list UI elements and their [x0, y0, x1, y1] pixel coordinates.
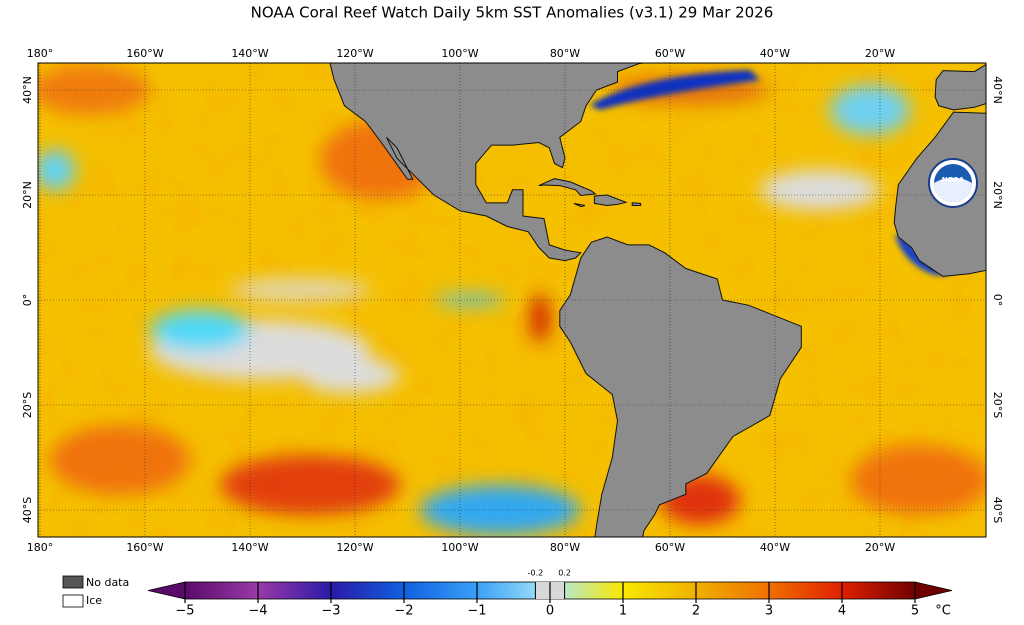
lat-label-left: 20°S	[21, 392, 34, 418]
colorbar-minor-label: -0.2	[528, 569, 544, 578]
ice-label: Ice	[86, 594, 102, 607]
colorbar-high-arrow	[914, 581, 953, 600]
lat-label-right: 20°S	[991, 392, 1004, 418]
landmass	[573, 202, 586, 208]
lon-label-bottom: 100°W	[441, 541, 478, 554]
colorbar-tick-label: −3	[321, 604, 340, 619]
title: NOAA Coral Reef Watch Daily 5km SST Anom…	[251, 4, 774, 22]
landmass	[593, 194, 628, 207]
lon-label-bottom: 140°W	[231, 541, 268, 554]
lon-label-top: 60°W	[655, 47, 685, 60]
colorbar-minor-label: 0.2	[558, 569, 571, 578]
lat-label-right: 20°N	[991, 181, 1004, 209]
legend: No data Ice	[62, 575, 129, 608]
colorbar-low-arrow	[147, 581, 186, 600]
colorbar-tick-label: −5	[175, 604, 194, 619]
landmass	[934, 63, 986, 111]
colorbar-tick-label: 5	[911, 604, 919, 619]
colorbar-unit: °C	[935, 604, 951, 619]
lat-label-left: 40°S	[21, 497, 34, 523]
colorbar-tick-label: 2	[692, 604, 700, 619]
colorbar-tick-label: −1	[467, 604, 486, 619]
lat-label-right: 0°	[991, 294, 1004, 307]
ice-swatch	[62, 594, 84, 608]
lon-label-top: 40°W	[760, 47, 790, 60]
lon-label-top: 160°W	[126, 47, 163, 60]
lon-label-bottom: 180°	[27, 541, 54, 554]
colorbar-tick-label: 3	[765, 604, 773, 619]
map-frame	[37, 62, 987, 538]
landmass	[538, 178, 597, 197]
graticule	[38, 63, 986, 537]
lat-label-left: 20°N	[21, 181, 34, 209]
colorbar-tick-label: −2	[394, 604, 413, 619]
colorbar-tick-label: 4	[838, 604, 846, 619]
no-data-swatch	[62, 575, 84, 589]
logo: NOAA	[928, 158, 978, 208]
lon-label-top: 120°W	[336, 47, 373, 60]
no-data-label: No data	[86, 576, 129, 589]
colorbar-tick-label: 0	[546, 604, 554, 619]
lon-label-bottom: 40°W	[760, 541, 790, 554]
lon-label-top: 140°W	[231, 47, 268, 60]
colorbar-tick-label: 1	[619, 604, 627, 619]
lat-label-left: 40°N	[21, 76, 34, 104]
lon-label-bottom: 20°W	[865, 541, 895, 554]
lon-label-bottom: 160°W	[126, 541, 163, 554]
lon-label-top: 180°	[27, 47, 54, 60]
lon-label-bottom: 80°W	[550, 541, 580, 554]
lon-label-top: 80°W	[550, 47, 580, 60]
lon-label-bottom: 120°W	[336, 541, 373, 554]
lat-label-right: 40°S	[991, 497, 1004, 523]
colorbar-tick-label: −4	[248, 604, 267, 619]
lon-label-top: 20°W	[865, 47, 895, 60]
landmass	[631, 202, 642, 206]
lat-label-right: 40°N	[991, 76, 1004, 104]
map-area	[38, 63, 986, 537]
lon-label-top: 100°W	[441, 47, 478, 60]
lon-label-bottom: 60°W	[655, 541, 685, 554]
landmass	[559, 236, 802, 537]
logo-text: NOAA	[942, 176, 965, 184]
lat-label-left: 0°	[21, 294, 34, 307]
landmass	[329, 63, 647, 262]
colorbar: −5 −4 −3 −2 −1 0 1 2 3 4 5 -0.2 0.2 °C	[147, 569, 953, 619]
